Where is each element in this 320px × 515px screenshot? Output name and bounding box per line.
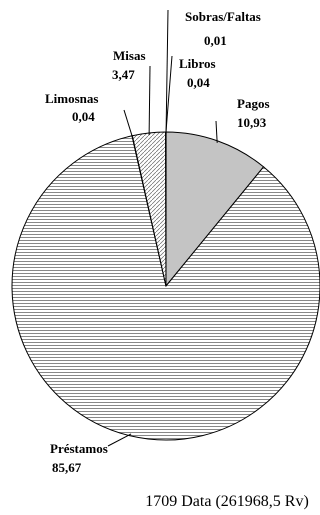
pie-slice-pagos xyxy=(165,131,265,288)
label-sobras-faltas-name: Sobras/Faltas xyxy=(185,9,261,24)
leader-line-libros xyxy=(165,55,173,135)
pie-slices xyxy=(11,131,320,441)
leader-line-sobras-faltas xyxy=(165,9,169,135)
label-limosnas-name: Limosnas xyxy=(45,91,98,106)
label-misas-value: 3,47 xyxy=(112,67,135,82)
label-pagos-name: Pagos xyxy=(237,96,270,111)
leader-line-limosnas xyxy=(123,109,134,138)
label-libros-value: 0,04 xyxy=(187,75,210,90)
label-misas-name: Misas xyxy=(113,48,146,63)
label-prestamos-value: 85,67 xyxy=(52,460,82,475)
leader-line-pr-stamos xyxy=(107,433,132,447)
pie-slice-pr-stamos xyxy=(11,135,320,441)
label-sobras-faltas-value: 0,01 xyxy=(204,33,227,48)
label-limosnas-value: 0,04 xyxy=(72,109,95,124)
leader-lines xyxy=(107,9,218,447)
leader-line-misas xyxy=(148,65,151,135)
label-prestamos-name: Préstamos xyxy=(50,441,108,456)
label-libros-name: Libros xyxy=(179,56,216,71)
chart-caption: 1709 Data (261968,5 Rv) xyxy=(145,493,309,510)
leader-line-pagos xyxy=(215,120,218,143)
label-pagos-value: 10,93 xyxy=(237,115,267,130)
